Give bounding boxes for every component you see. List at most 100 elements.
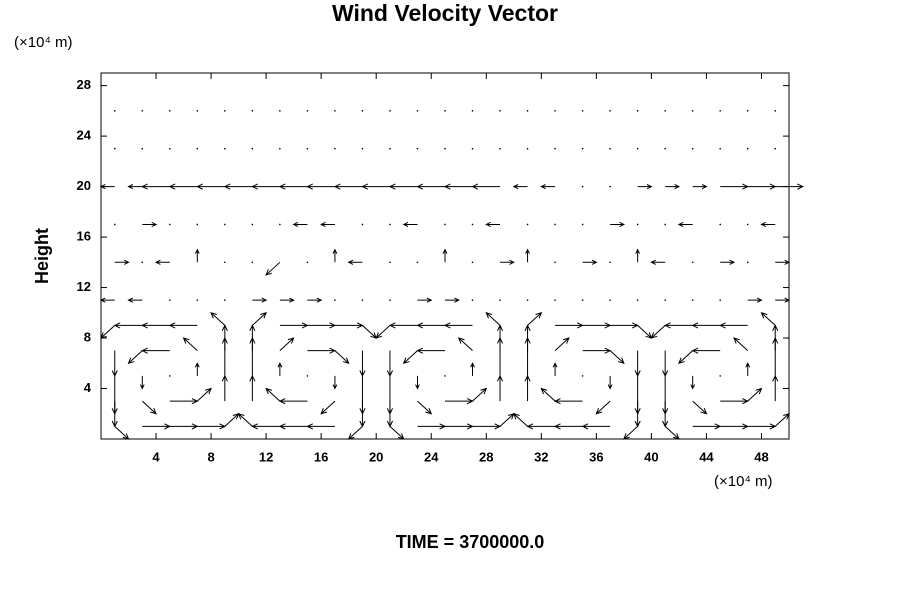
- vector-arrow: [210, 312, 226, 326]
- vector-dot: [306, 147, 309, 150]
- vector-dot: [169, 110, 171, 112]
- vector-arrow: [196, 183, 225, 190]
- vector-arrow: [278, 398, 308, 405]
- vector-arrow: [760, 312, 776, 326]
- vector-dot: [224, 147, 226, 150]
- vector-dot: [224, 223, 226, 226]
- vector-arrow: [664, 426, 680, 440]
- vector-dot: [636, 223, 639, 226]
- vector-dot: [389, 299, 391, 301]
- vector-dot: [196, 110, 199, 112]
- vector-arrow: [386, 350, 394, 378]
- vector-arrow: [221, 324, 228, 351]
- vector-arrow: [194, 362, 200, 376]
- vector-dot: [581, 375, 584, 377]
- vector-arrow: [775, 297, 791, 303]
- vector-arrow: [775, 183, 804, 190]
- vector-arrow: [623, 426, 638, 440]
- vector-dot: [746, 110, 749, 112]
- x-tick-label: 16: [314, 449, 328, 464]
- vector-arrow: [415, 375, 420, 390]
- vector-arrow: [416, 347, 445, 354]
- vector-arrow: [111, 375, 118, 415]
- vector-arrow: [182, 337, 198, 352]
- vector-arrow: [279, 337, 295, 352]
- vector-dot: [251, 261, 254, 264]
- vector-dot: [361, 223, 364, 226]
- vector-arrow: [690, 375, 696, 390]
- vector-dot: [224, 110, 226, 112]
- vector-dot: [471, 147, 474, 150]
- vector-dot: [444, 147, 446, 150]
- vector-dot: [251, 223, 254, 226]
- vector-dot: [554, 299, 556, 301]
- vector-arrow: [127, 350, 143, 365]
- vector-dot: [251, 147, 254, 150]
- vector-arrow: [417, 400, 433, 415]
- vector-arrow: [306, 423, 335, 430]
- x-tick-label: 24: [424, 449, 439, 464]
- vector-arrow: [634, 375, 641, 415]
- vector-arrow: [637, 184, 653, 190]
- vector-dot: [691, 261, 694, 264]
- vector-dot: [636, 147, 639, 150]
- vector-arrow: [500, 259, 515, 265]
- vector-arrow: [442, 248, 448, 263]
- vector-dot: [636, 110, 639, 112]
- vector-dot: [306, 375, 309, 377]
- vector-arrow: [168, 183, 198, 190]
- vector-arrow: [100, 325, 116, 339]
- vector-arrow: [635, 248, 641, 263]
- vector-dot: [113, 223, 116, 226]
- vector-arrow: [361, 183, 390, 190]
- vector-arrow: [306, 183, 335, 190]
- vector-arrow: [443, 183, 473, 190]
- vector-dot: [306, 261, 309, 264]
- vector-arrow: [540, 387, 556, 402]
- vector-dot: [389, 223, 391, 226]
- vector-arrow: [194, 248, 200, 263]
- vector-dot: [196, 147, 199, 150]
- vector-arrow: [527, 312, 543, 326]
- vector-arrow: [114, 426, 130, 440]
- vector-dot: [719, 110, 721, 112]
- vector-arrow: [443, 322, 473, 329]
- vector-arrow: [334, 350, 350, 365]
- vector-dot: [471, 299, 474, 301]
- vector-dot: [554, 261, 556, 264]
- vector-dot: [499, 110, 501, 112]
- vector-arrow: [237, 412, 253, 427]
- vector-arrow: [388, 322, 418, 329]
- vector-dot: [444, 375, 446, 377]
- x-tick-label: 36: [589, 449, 603, 464]
- vector-arrow: [512, 184, 528, 190]
- vector-dot: [251, 110, 254, 112]
- vector-dot: [471, 110, 474, 112]
- vector-arrow: [445, 398, 474, 405]
- vector-dot: [719, 223, 721, 226]
- vector-dot: [609, 299, 611, 301]
- vector-dot: [416, 110, 419, 112]
- vector-arrow: [525, 248, 530, 263]
- vector-dot: [719, 375, 721, 377]
- vector-arrow: [265, 387, 281, 402]
- vector-arrow: [472, 387, 488, 402]
- vector-dot: [113, 110, 116, 112]
- vector-dot: [609, 147, 611, 150]
- vector-arrow: [279, 297, 295, 303]
- vector-arrow: [386, 375, 394, 415]
- vector-dot: [664, 110, 666, 112]
- x-tick-label: 12: [259, 449, 273, 464]
- vector-arrow: [141, 322, 170, 329]
- vector-arrow: [662, 350, 669, 378]
- vector-arrow: [553, 423, 583, 430]
- vector-arrow: [359, 375, 366, 415]
- vector-arrow: [470, 362, 475, 376]
- vector-arrow: [692, 184, 708, 190]
- vector-arrow: [99, 297, 115, 303]
- vector-dot: [719, 147, 721, 150]
- vector-arrow: [127, 297, 143, 303]
- vector-arrow: [221, 374, 228, 402]
- vector-arrow: [677, 221, 693, 227]
